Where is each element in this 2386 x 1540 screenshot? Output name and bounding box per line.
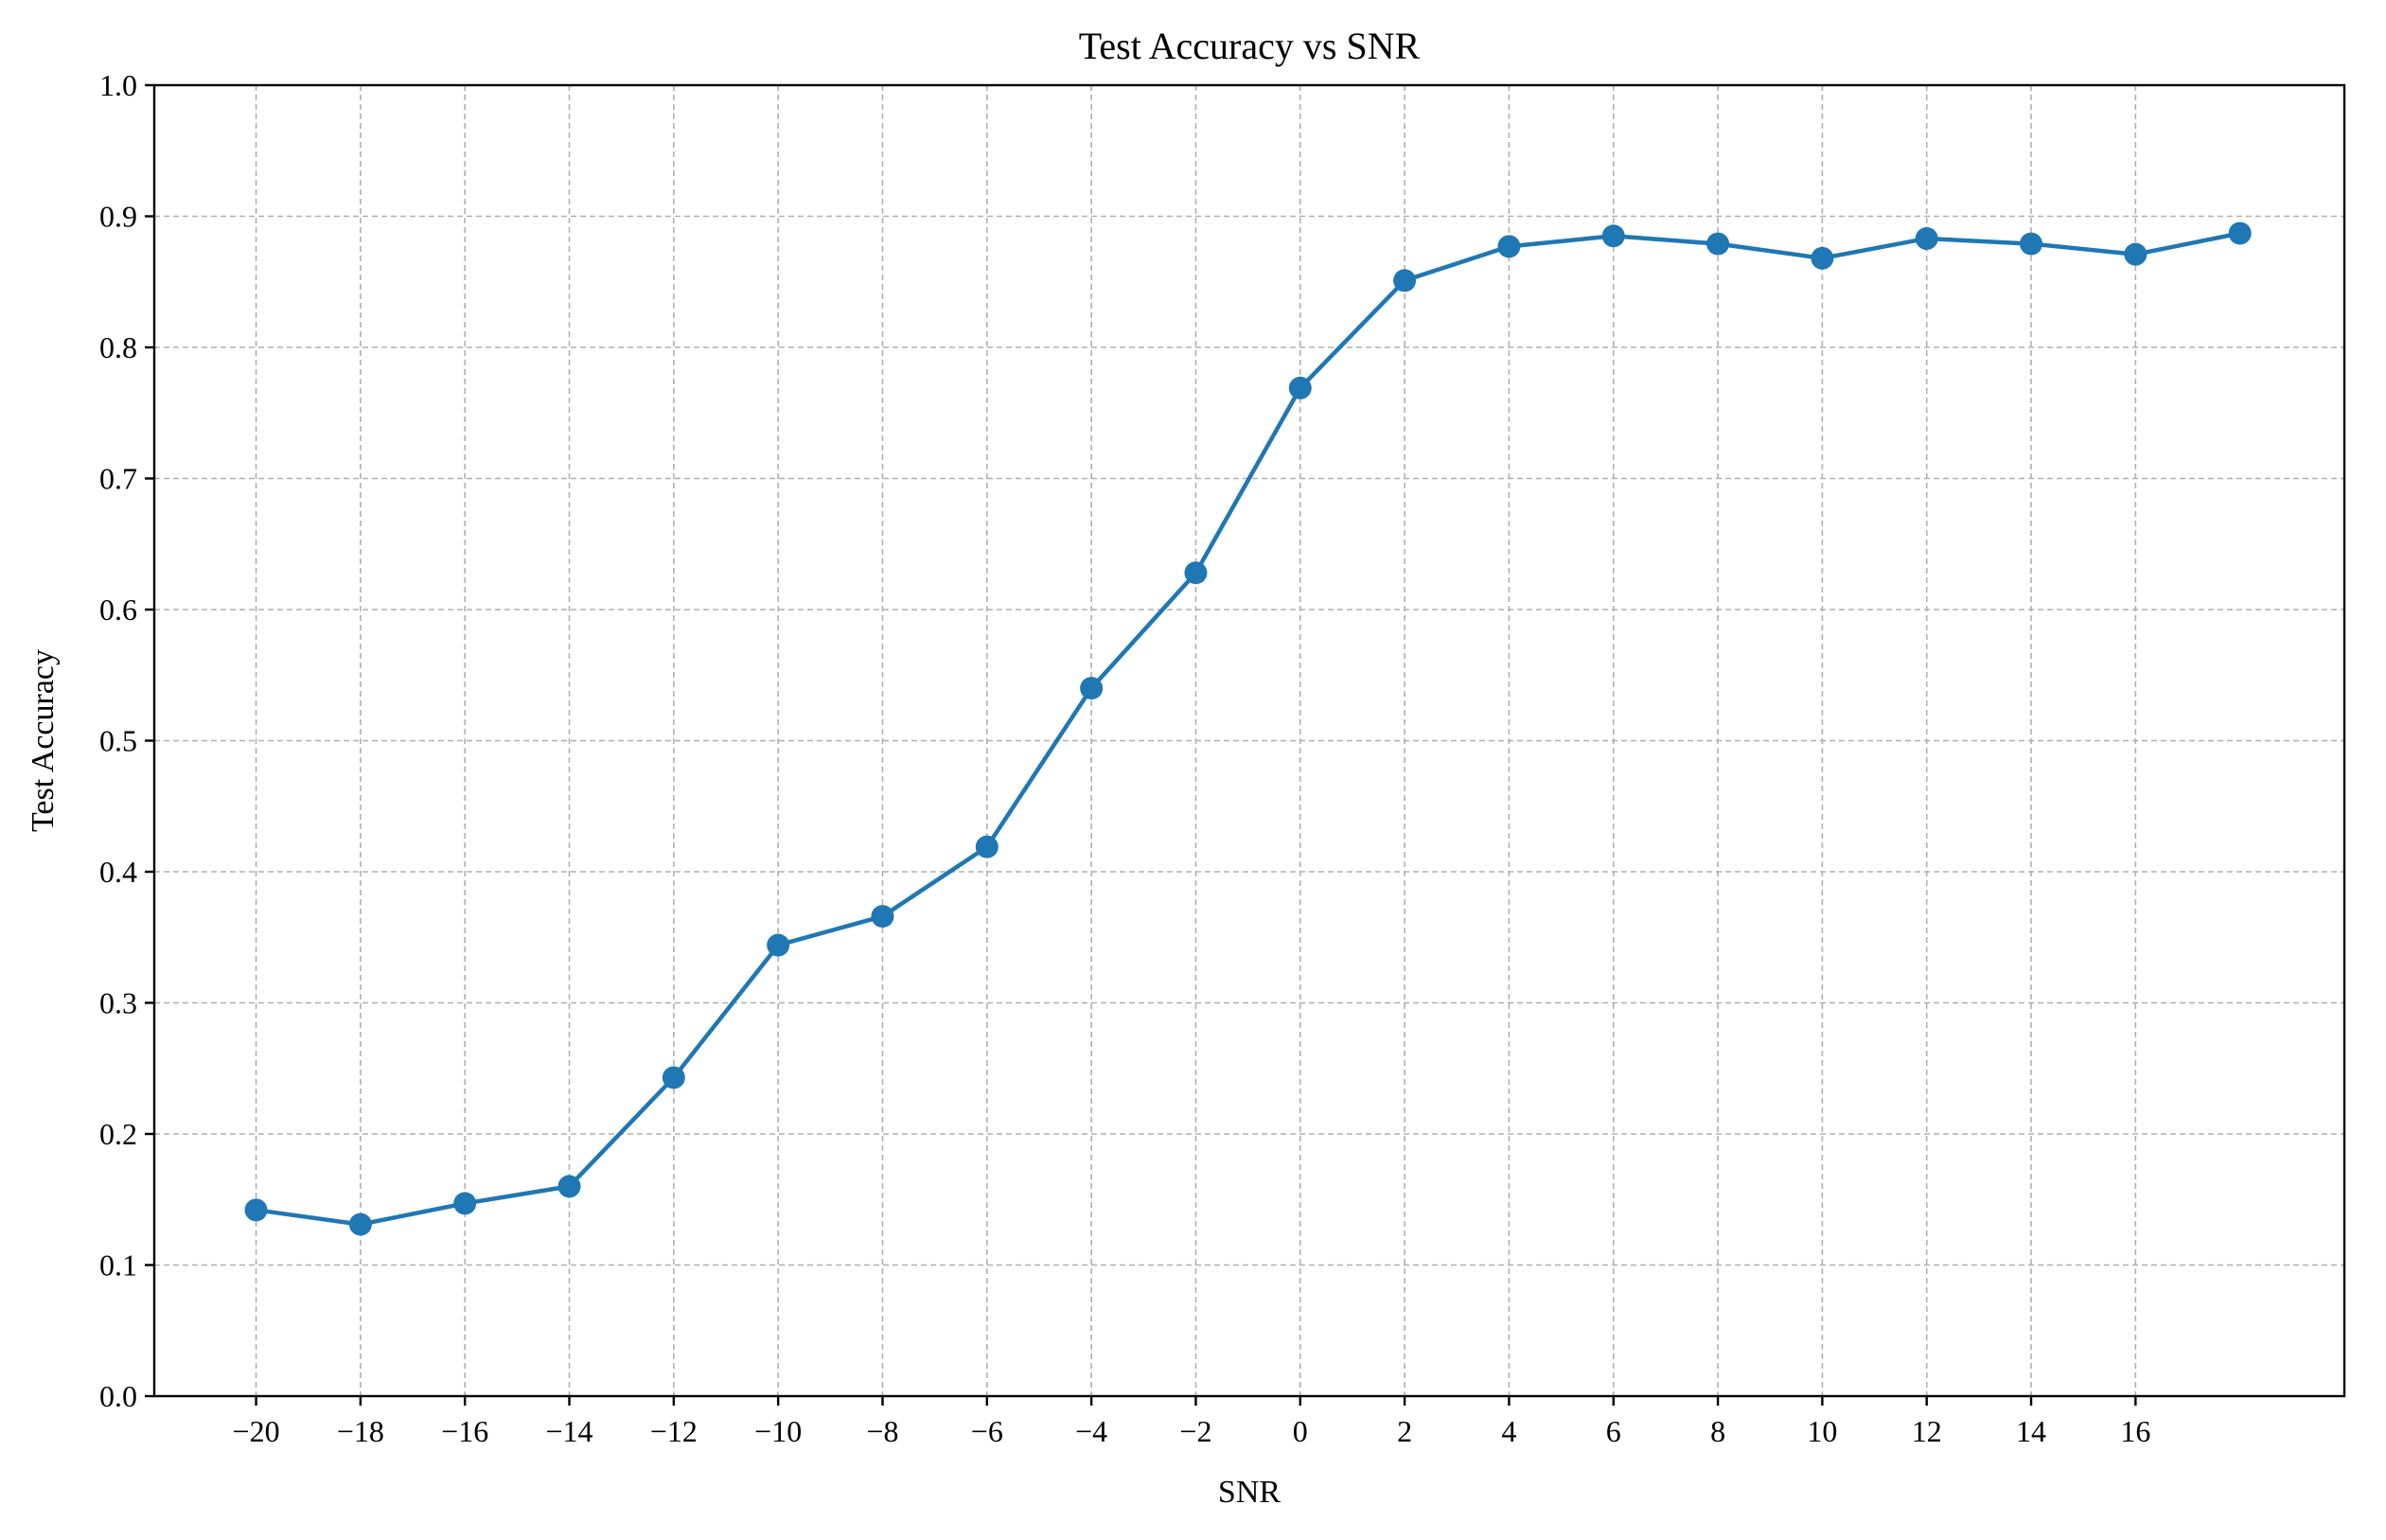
grid [154,85,2344,1396]
x-tick-label: 12 [1912,1414,1942,1448]
y-tick-label: 0.0 [99,1379,137,1413]
y-tick-label: 0.8 [99,330,137,364]
series-line [256,231,2241,1227]
y-tick-label: 0.1 [99,1248,137,1283]
data-point [1601,224,1625,248]
data-point [767,933,790,957]
data-point [662,1066,685,1089]
x-tick-label: −12 [650,1414,698,1448]
y-tick-label: 0.5 [99,724,137,758]
data-point [1393,269,1417,292]
x-tick-label: 4 [1501,1414,1516,1448]
y-axis-label: Test Accuracy [26,649,61,832]
data-point [1080,677,1104,700]
data-point [348,1213,372,1236]
x-tick-label: −6 [971,1414,1003,1448]
x-tick-label: −4 [1075,1414,1107,1448]
y-tick-label: 0.4 [99,855,137,889]
x-tick-label: −14 [546,1414,593,1448]
data-point [1915,227,1938,251]
data-point [244,1198,268,1222]
x-tick-label: −10 [754,1414,802,1448]
x-tick-label: −20 [233,1414,280,1448]
x-tick-label: 14 [2016,1414,2046,1448]
x-tick-label: 8 [1710,1414,1725,1448]
data-point [2228,221,2252,245]
x-tick-label: 16 [2120,1414,2150,1448]
data-point [1811,246,1834,270]
series-layer [244,221,2252,1236]
y-tick-label: 1.0 [99,68,137,102]
y-axis: 0.0 0.1 0.2 0.3 0.4 0.5 0.6 0.7 0.8 0.9 1.0 [99,68,154,1413]
data-point [1288,376,1312,399]
y-tick-label: 0.7 [99,462,137,496]
data-point [453,1192,477,1215]
x-tick-label: −2 [1179,1414,1211,1448]
y-tick-label: 0.2 [99,1117,137,1151]
y-tick-label: 0.3 [99,986,137,1020]
data-point [1184,561,1208,585]
x-tick-label: −18 [337,1414,384,1448]
x-axis: −20 −18 −16 −14 −12 −10 −8 −6 −4 −2 0 2 4 6 8 10 12 14 16 [233,1396,2150,1448]
data-point [1706,232,1730,256]
x-tick-label: −8 [866,1414,898,1448]
data-point [557,1175,581,1198]
y-tick-label: 0.6 [99,593,137,627]
data-point [2020,232,2043,256]
x-tick-label: −16 [441,1414,488,1448]
x-tick-label: 2 [1397,1414,1412,1448]
x-tick-label: 10 [1807,1414,1837,1448]
x-axis-label: SNR [1218,1475,1281,1510]
x-tick-label: 0 [1293,1414,1308,1448]
data-point [975,835,999,859]
data-point [871,905,894,929]
data-point [1497,235,1521,258]
x-tick-label: 6 [1606,1414,1621,1448]
chart-title: Test Accuracy vs SNR [1079,25,1421,67]
y-tick-label: 0.9 [99,200,137,234]
data-point [2124,242,2147,266]
